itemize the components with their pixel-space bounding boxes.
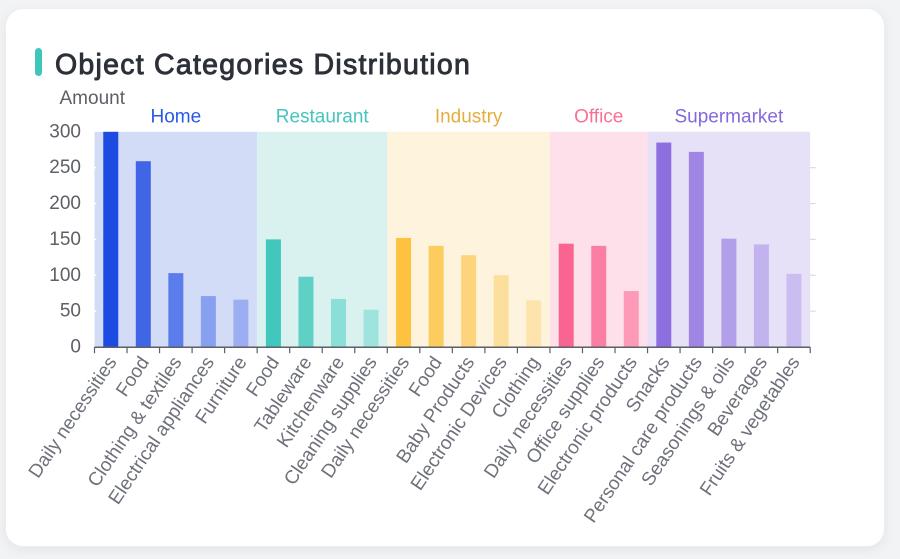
svg-text:0: 0	[70, 337, 81, 358]
svg-text:150: 150	[49, 229, 81, 250]
svg-text:300: 300	[49, 121, 81, 142]
svg-text:Industry: Industry	[435, 106, 503, 127]
svg-text:200: 200	[49, 193, 81, 214]
svg-text:100: 100	[49, 265, 81, 286]
svg-text:250: 250	[49, 157, 81, 178]
svg-text:Restaurant: Restaurant	[276, 106, 370, 127]
svg-text:Home: Home	[150, 106, 201, 127]
svg-text:50: 50	[60, 301, 81, 322]
svg-text:Supermarket: Supermarket	[674, 106, 783, 127]
svg-text:Office: Office	[574, 106, 623, 127]
svg-text:Amount: Amount	[60, 88, 126, 109]
